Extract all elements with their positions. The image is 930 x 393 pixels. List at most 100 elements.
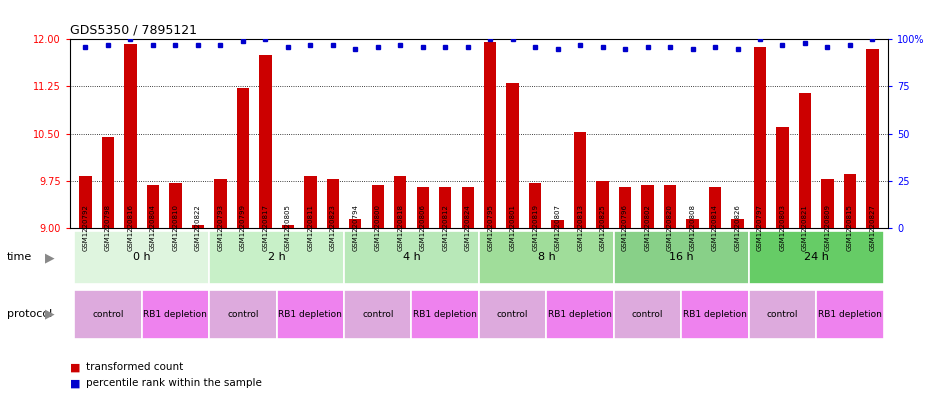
FancyBboxPatch shape: [479, 231, 614, 284]
FancyBboxPatch shape: [479, 290, 547, 339]
Text: GDS5350 / 7895121: GDS5350 / 7895121: [70, 24, 197, 37]
Text: GSM1220798: GSM1220798: [105, 204, 111, 252]
Text: 24 h: 24 h: [804, 252, 829, 263]
FancyBboxPatch shape: [74, 290, 141, 339]
FancyBboxPatch shape: [682, 290, 749, 339]
Bar: [777, 127, 789, 228]
Text: GSM1220819: GSM1220819: [532, 204, 538, 252]
Text: GSM1220811: GSM1220811: [307, 204, 313, 252]
Text: GSM1220827: GSM1220827: [870, 204, 875, 252]
Text: GSM1220817: GSM1220817: [262, 204, 269, 252]
Text: RB1 depletion: RB1 depletion: [278, 310, 342, 319]
Text: protocol: protocol: [7, 309, 52, 320]
Bar: [439, 187, 451, 228]
Bar: [372, 185, 384, 228]
Bar: [304, 176, 316, 228]
Text: GSM1220794: GSM1220794: [352, 204, 358, 252]
Text: GSM1220825: GSM1220825: [600, 205, 605, 251]
Text: GSM1220821: GSM1220821: [802, 204, 808, 252]
Bar: [394, 176, 406, 228]
Text: control: control: [631, 310, 663, 319]
Text: 2 h: 2 h: [268, 252, 286, 263]
Text: RB1 depletion: RB1 depletion: [818, 310, 882, 319]
Text: control: control: [227, 310, 259, 319]
Text: GSM1220815: GSM1220815: [847, 204, 853, 252]
FancyBboxPatch shape: [817, 290, 883, 339]
Bar: [551, 220, 564, 228]
Text: GSM1220823: GSM1220823: [330, 204, 336, 252]
Text: GSM1220818: GSM1220818: [397, 204, 404, 252]
FancyBboxPatch shape: [276, 290, 344, 339]
Text: control: control: [92, 310, 124, 319]
Bar: [125, 44, 137, 228]
FancyBboxPatch shape: [209, 290, 276, 339]
FancyBboxPatch shape: [344, 231, 479, 284]
Text: ■: ■: [70, 378, 84, 388]
Bar: [169, 183, 181, 228]
Text: GSM1220799: GSM1220799: [240, 204, 246, 252]
Text: 0 h: 0 h: [133, 252, 151, 263]
Bar: [754, 47, 766, 228]
Text: GSM1220804: GSM1220804: [150, 204, 156, 252]
Bar: [844, 174, 857, 228]
Text: control: control: [497, 310, 528, 319]
Text: GSM1220822: GSM1220822: [195, 205, 201, 251]
FancyBboxPatch shape: [74, 231, 209, 284]
Text: transformed count: transformed count: [86, 362, 184, 373]
Text: 16 h: 16 h: [669, 252, 694, 263]
Text: RB1 depletion: RB1 depletion: [684, 310, 747, 319]
Bar: [79, 176, 92, 228]
Text: GSM1220814: GSM1220814: [712, 204, 718, 252]
Bar: [349, 219, 362, 228]
Text: GSM1220800: GSM1220800: [375, 204, 380, 252]
Bar: [214, 179, 227, 228]
Text: GSM1220797: GSM1220797: [757, 204, 763, 252]
Text: GSM1220792: GSM1220792: [83, 204, 88, 252]
Text: control: control: [766, 310, 798, 319]
Bar: [799, 93, 811, 228]
FancyBboxPatch shape: [614, 231, 749, 284]
Text: control: control: [362, 310, 393, 319]
Bar: [484, 42, 497, 228]
Bar: [192, 225, 204, 228]
Text: GSM1220807: GSM1220807: [554, 204, 561, 252]
Text: GSM1220812: GSM1220812: [443, 204, 448, 252]
Text: GSM1220802: GSM1220802: [644, 204, 651, 252]
Text: GSM1220813: GSM1220813: [578, 204, 583, 252]
Text: RB1 depletion: RB1 depletion: [413, 310, 477, 319]
FancyBboxPatch shape: [141, 290, 209, 339]
Text: GSM1220793: GSM1220793: [218, 204, 223, 252]
FancyBboxPatch shape: [209, 231, 344, 284]
Text: ■: ■: [70, 362, 84, 373]
Text: RB1 depletion: RB1 depletion: [548, 310, 612, 319]
FancyBboxPatch shape: [547, 290, 614, 339]
Bar: [686, 219, 698, 228]
Text: GSM1220826: GSM1220826: [735, 204, 740, 252]
Text: GSM1220795: GSM1220795: [487, 204, 493, 252]
Bar: [326, 179, 339, 228]
Bar: [574, 132, 586, 228]
Text: GSM1220809: GSM1220809: [824, 204, 830, 252]
Bar: [866, 49, 879, 228]
Text: GSM1220824: GSM1220824: [465, 205, 471, 251]
Text: GSM1220806: GSM1220806: [419, 204, 426, 252]
FancyBboxPatch shape: [344, 290, 411, 339]
Text: GSM1220808: GSM1220808: [689, 204, 696, 252]
FancyBboxPatch shape: [411, 290, 479, 339]
FancyBboxPatch shape: [614, 290, 682, 339]
Bar: [259, 55, 272, 228]
Bar: [529, 183, 541, 228]
Text: RB1 depletion: RB1 depletion: [143, 310, 207, 319]
FancyBboxPatch shape: [749, 290, 817, 339]
Bar: [237, 88, 249, 228]
Bar: [664, 185, 676, 228]
Text: GSM1220816: GSM1220816: [127, 204, 134, 252]
Bar: [417, 187, 429, 228]
Bar: [821, 179, 833, 228]
Text: GSM1220801: GSM1220801: [510, 204, 515, 252]
Bar: [461, 187, 474, 228]
Bar: [507, 83, 519, 228]
Bar: [596, 181, 609, 228]
Text: ▶: ▶: [45, 251, 54, 264]
Bar: [618, 187, 631, 228]
